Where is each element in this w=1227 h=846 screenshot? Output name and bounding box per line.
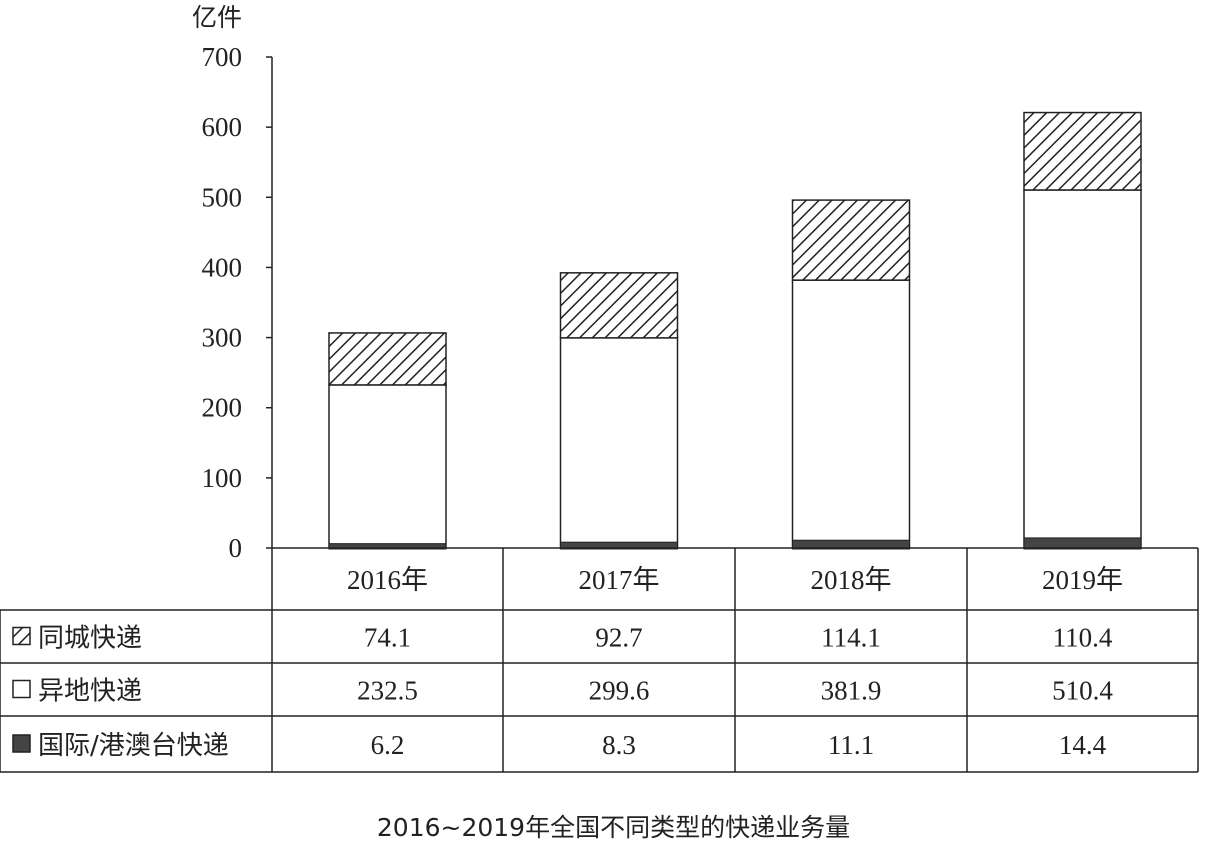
data-label: 299.6 xyxy=(589,676,650,706)
bar-segment-guoji xyxy=(560,541,678,550)
bar-segment-guoji xyxy=(792,539,910,550)
legend-label: 同城快递 xyxy=(38,624,142,654)
bar-segment-yidi xyxy=(328,384,447,549)
y-tick-label: 200 xyxy=(202,393,243,423)
data-label: 11.1 xyxy=(828,730,874,760)
y-axis: 0 100 200 300 400 500 600 700 xyxy=(202,42,273,563)
bars xyxy=(328,111,1142,550)
bar-segment-yidi xyxy=(791,279,911,549)
x-tick-label: 2017年 xyxy=(579,565,660,595)
y-tick-label: 400 xyxy=(202,252,243,282)
y-axis-label: 亿件 xyxy=(192,3,242,32)
legend-swatch-dark xyxy=(12,734,31,753)
data-label: 232.5 xyxy=(357,676,418,706)
legend-swatch-white xyxy=(12,679,31,699)
y-tick-label: 700 xyxy=(202,42,243,72)
data-label: 381.9 xyxy=(821,676,882,706)
data-label: 510.4 xyxy=(1052,676,1113,706)
x-tick-label: 2016年 xyxy=(347,565,428,595)
bar-segment-tongcheng xyxy=(791,199,911,281)
x-tick-label: 2019年 xyxy=(1042,565,1123,595)
y-tick-label: 600 xyxy=(202,112,243,142)
data-label: 6.2 xyxy=(371,730,405,760)
chart-title: 2016~2019年全国不同类型的快递业务量 xyxy=(376,813,851,842)
y-tick-label: 0 xyxy=(229,533,243,563)
bar-segment-tongcheng xyxy=(559,272,679,339)
x-tick-label: 2018年 xyxy=(811,565,892,595)
bar-segment-yidi xyxy=(559,337,679,549)
bar-segment-guoji xyxy=(1023,537,1142,550)
data-label: 110.4 xyxy=(1053,623,1113,653)
y-tick-label: 100 xyxy=(202,463,243,493)
data-label: 8.3 xyxy=(602,730,636,760)
data-label: 74.1 xyxy=(364,623,411,653)
bar-segment-tongcheng xyxy=(328,332,447,386)
y-tick-label: 300 xyxy=(202,323,243,353)
legend-label: 国际/港澳台快递 xyxy=(38,731,229,761)
bar-segment-yidi xyxy=(1023,189,1142,549)
bar-segment-tongcheng xyxy=(1023,111,1142,191)
data-label: 114.1 xyxy=(821,623,881,653)
legend-label: 异地快递 xyxy=(38,677,142,707)
data-label: 92.7 xyxy=(595,623,642,653)
bar-segment-guoji xyxy=(328,543,447,550)
y-tick-label: 500 xyxy=(202,182,243,212)
legend-swatch-hatched xyxy=(12,626,31,646)
data-label: 14.4 xyxy=(1059,730,1107,760)
